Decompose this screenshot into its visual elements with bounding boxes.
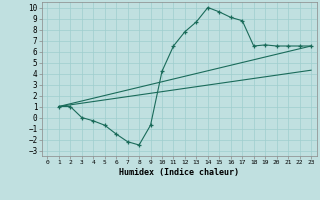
X-axis label: Humidex (Indice chaleur): Humidex (Indice chaleur): [119, 168, 239, 177]
